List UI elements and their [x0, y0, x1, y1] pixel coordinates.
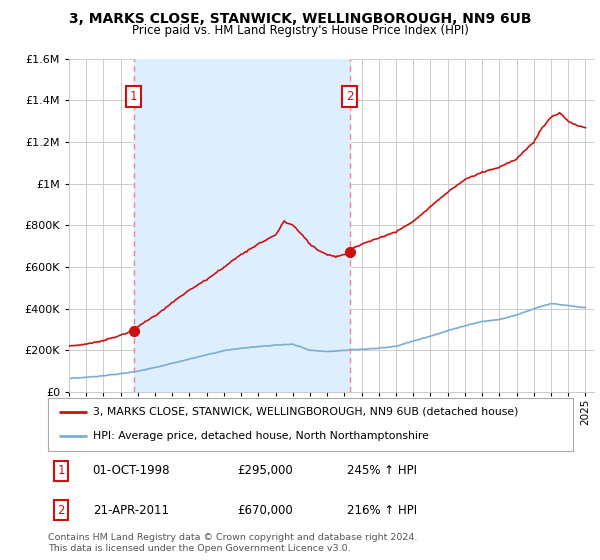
Text: 245% ↑ HPI: 245% ↑ HPI: [347, 464, 417, 478]
Text: 01-OCT-1998: 01-OCT-1998: [92, 464, 170, 478]
Text: £295,000: £295,000: [237, 464, 293, 478]
Text: 1: 1: [130, 90, 137, 103]
Text: £670,000: £670,000: [237, 504, 293, 517]
Text: 3, MARKS CLOSE, STANWICK, WELLINGBOROUGH, NN9 6UB (detached house): 3, MARKS CLOSE, STANWICK, WELLINGBOROUGH…: [92, 407, 518, 417]
Text: 1: 1: [58, 464, 65, 478]
Text: Price paid vs. HM Land Registry's House Price Index (HPI): Price paid vs. HM Land Registry's House …: [131, 24, 469, 36]
Text: 216% ↑ HPI: 216% ↑ HPI: [347, 504, 418, 517]
Text: Contains HM Land Registry data © Crown copyright and database right 2024.
This d: Contains HM Land Registry data © Crown c…: [48, 533, 418, 553]
Text: 2: 2: [346, 90, 353, 103]
Text: 21-APR-2011: 21-APR-2011: [92, 504, 169, 517]
Bar: [134, 59, 350, 392]
Point: [345, 248, 355, 257]
Text: 3, MARKS CLOSE, STANWICK, WELLINGBOROUGH, NN9 6UB: 3, MARKS CLOSE, STANWICK, WELLINGBOROUGH…: [69, 12, 531, 26]
Point: [129, 326, 139, 335]
Text: 2: 2: [58, 504, 65, 517]
Text: HPI: Average price, detached house, North Northamptonshire: HPI: Average price, detached house, Nort…: [92, 431, 428, 441]
